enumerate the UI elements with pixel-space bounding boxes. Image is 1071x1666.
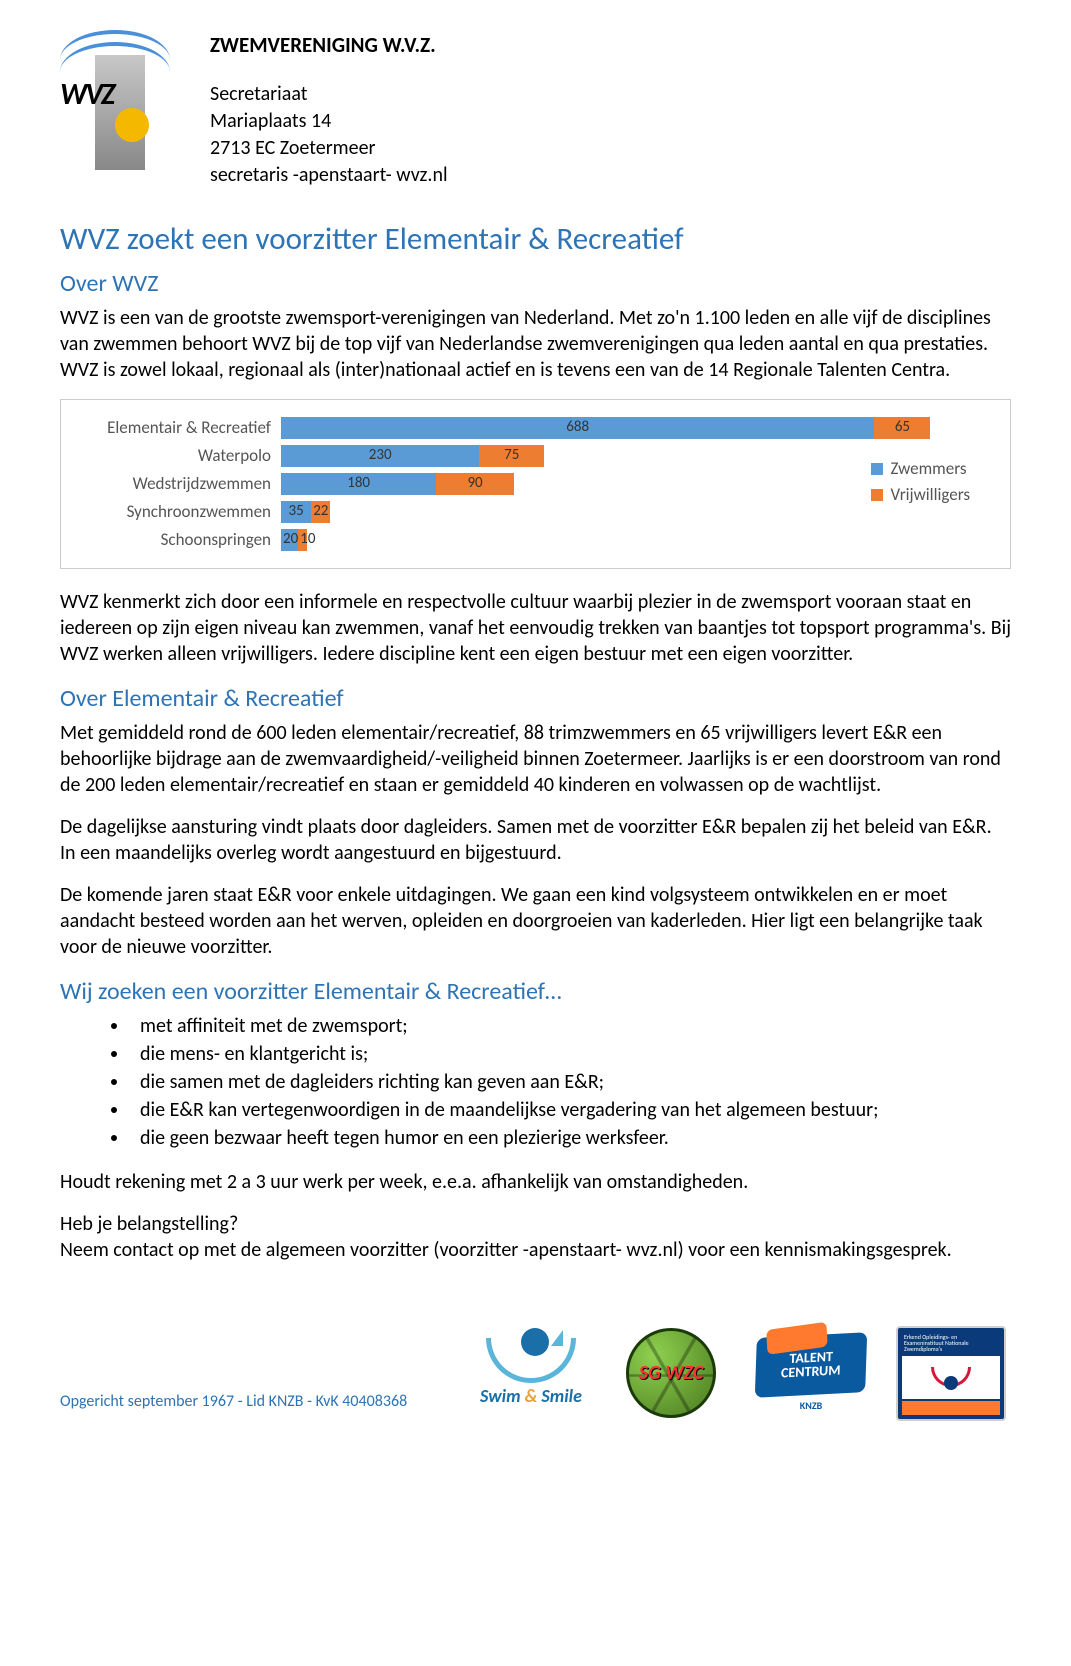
addr-line-3: 2713 EC Zoetermeer — [210, 135, 448, 162]
para-over-er-1: Met gemiddeld rond de 600 leden elementa… — [60, 720, 1011, 798]
chart-bar-segment: 180 — [281, 473, 436, 495]
chart-category-label: Schoonspringen — [71, 529, 281, 551]
chart-row: Synchroonzwemmen 35 22 — [71, 498, 1000, 526]
chart-bar-segment: 90 — [436, 473, 514, 495]
requirements-list: met affiniteit met de zwemsport;die mens… — [130, 1013, 1011, 1151]
legend-item: Vrijwilligers — [871, 484, 971, 506]
chart-category-label: Waterpolo — [71, 445, 281, 467]
chart-value-label: 90 — [467, 474, 482, 494]
chart-bar-segment: 230 — [281, 445, 479, 467]
requirement-item: die E&R kan vertegenwoordigen in de maan… — [130, 1097, 1011, 1123]
zwemdiploma-badge-logo: Erkend Opleidings- en Exameninstituut Na… — [891, 1323, 1011, 1423]
chart-value-label: 75 — [504, 446, 519, 466]
addr-line-1: Secretariaat — [210, 81, 448, 108]
chart-row: Elementair & Recreatief 688 65 — [71, 414, 1000, 442]
heading-zoeken: Wij zoeken een voorzitter Elementair & R… — [60, 976, 1011, 1007]
chart-bar-segment: 688 — [281, 417, 874, 439]
heading-over-wvz: Over WVZ — [60, 268, 1011, 299]
heading-over-er: Over Elementair & Recreatief — [60, 683, 1011, 714]
para-over-wvz-1: WVZ is een van de grootste zwemsport-ver… — [60, 305, 1011, 383]
footer-logos: Swim & Smile SG WZC TALENT CENTRUM KNZB … — [471, 1323, 1011, 1423]
addr-line-2: Mariaplaats 14 — [210, 108, 448, 135]
requirement-item: die geen bezwaar heeft tegen humor en ee… — [130, 1125, 1011, 1151]
chart-row: Waterpolo 230 75 — [71, 442, 1000, 470]
chart-value-label: 688 — [566, 418, 589, 438]
para-over-er-3: De komende jaren staat E&R voor enkele u… — [60, 882, 1011, 960]
chart-row: Wedstrijdzwemmen 180 90 — [71, 470, 1000, 498]
header-address: ZWEMVERENIGING W.V.Z. Secretariaat Maria… — [210, 30, 448, 189]
chart-bar-segment: 75 — [479, 445, 544, 467]
chart-value-label: 20 — [283, 530, 298, 550]
para-over-er-2: De dagelijkse aansturing vindt plaats do… — [60, 814, 1011, 866]
page-footer: Opgericht september 1967 - Lid KNZB - Kv… — [60, 1323, 1011, 1423]
para-interest: Heb je belangstelling? — [60, 1211, 1011, 1237]
swim-smile-logo: Swim & Smile — [471, 1323, 591, 1423]
chart-bar-segment: 20 — [281, 529, 298, 551]
chart-value-label: 230 — [369, 446, 392, 466]
legend-swatch — [871, 489, 883, 501]
chart-bar-segment: 65 — [874, 417, 930, 439]
waterpolo-ball-logo: SG WZC — [611, 1323, 731, 1423]
talent-centrum-logo: TALENT CENTRUM KNZB — [751, 1323, 871, 1423]
org-name: ZWEMVERENIGING W.V.Z. — [210, 32, 448, 59]
legend-label: Vrijwilligers — [891, 484, 971, 506]
chart-value-label: 35 — [288, 502, 303, 522]
legend-swatch — [871, 463, 883, 475]
para-hours: Houdt rekening met 2 a 3 uur werk per we… — [60, 1169, 1011, 1195]
chart-legend: Zwemmers Vrijwilligers — [871, 458, 971, 510]
letterhead: WVZ ZWEMVERENIGING W.V.Z. Secretariaat M… — [60, 30, 1011, 189]
chart-value-label: 180 — [347, 474, 370, 494]
logo-text: WVZ — [60, 75, 113, 114]
chart-value-label: 10 — [300, 530, 315, 550]
legend-label: Zwemmers — [891, 458, 967, 480]
chart-value-label: 22 — [313, 502, 328, 522]
legend-item: Zwemmers — [871, 458, 971, 480]
chart-category-label: Synchroonzwemmen — [71, 501, 281, 523]
footer-text: Opgericht september 1967 - Lid KNZB - Kv… — [60, 1392, 407, 1423]
chart-bar-segment: 10 — [298, 529, 307, 551]
addr-line-4: secretaris -apenstaart- wvz.nl — [210, 162, 448, 189]
para-over-wvz-2: WVZ kenmerkt zich door een informele en … — [60, 589, 1011, 667]
requirement-item: met affiniteit met de zwemsport; — [130, 1013, 1011, 1039]
chart-bar-segment: 22 — [311, 501, 330, 523]
chart-category-label: Wedstrijdzwemmen — [71, 473, 281, 495]
wvz-logo: WVZ — [60, 30, 170, 170]
requirement-item: die samen met de dagleiders richting kan… — [130, 1069, 1011, 1095]
members-bar-chart: Elementair & Recreatief 688 65 Waterpolo 230… — [60, 399, 1011, 569]
chart-row: Schoonspringen2010 — [71, 526, 1000, 554]
chart-category-label: Elementair & Recreatief — [71, 417, 281, 439]
requirement-item: die mens- en klantgericht is; — [130, 1041, 1011, 1067]
page-title: WVZ zoekt een voorzitter Elementair & Re… — [60, 219, 1011, 259]
chart-bar-segment: 35 — [281, 501, 311, 523]
para-contact: Neem contact op met de algemeen voorzitt… — [60, 1237, 1011, 1263]
chart-value-label: 65 — [895, 418, 910, 438]
